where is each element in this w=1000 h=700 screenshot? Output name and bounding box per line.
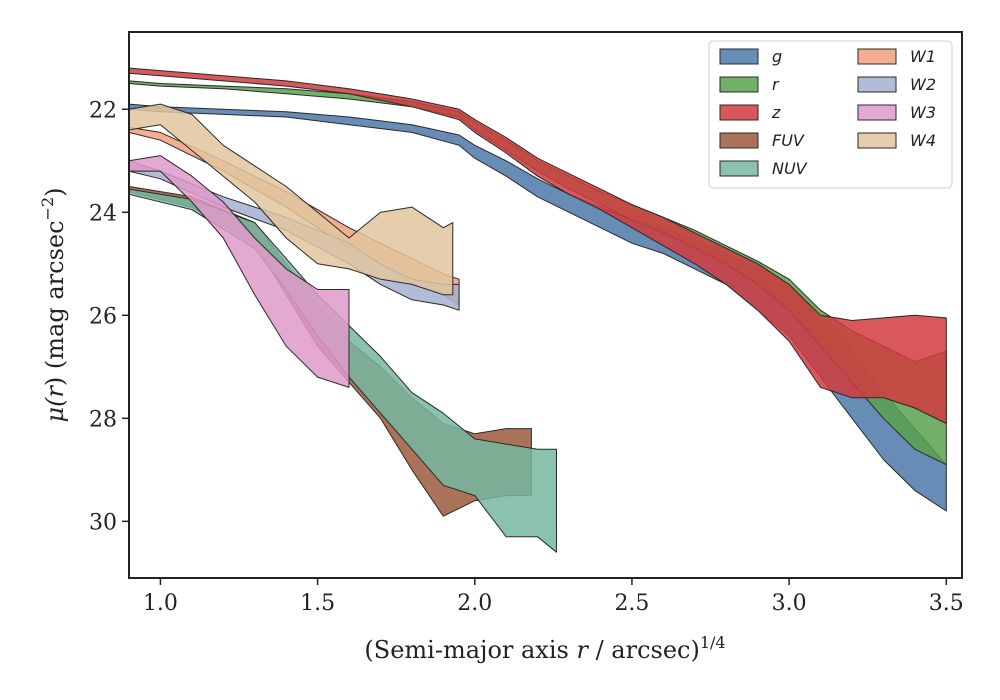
x-tick-label: 1.0 [143,591,178,616]
legend-label-w4: W4 [910,131,936,150]
series-band-w4 [128,103,454,296]
x-axis: 1.0 1.5 2.0 2.5 3.0 3.5 [143,578,964,616]
legend-label-nuv: NUV [772,159,808,178]
legend-swatch-r [719,76,759,93]
plot-areas [128,67,947,553]
legend: grz FUV NUV W1 W2 W3 W4 [708,40,953,189]
x-tick-label: 3.5 [929,591,964,616]
x-tick-label: 2.0 [457,591,492,616]
legend-label-g: g [772,47,782,66]
y-tick-label: 28 [89,407,117,432]
y-axis: 22 24 26 28 30 [89,98,129,535]
legend-swatch-g [719,48,759,65]
legend-swatch-z [719,104,759,121]
legend-swatch-fuv [719,132,759,149]
x-tick-label: 3.0 [772,591,807,616]
y-tick-label: 30 [89,510,117,535]
legend-label-w1: W1 [910,47,936,66]
x-axis-label: (Semi-major axis r / arcsec)1/4 [364,633,725,664]
legend-label-w3: W3 [910,103,936,122]
legend-swatch-w3 [857,104,897,121]
y-tick-label: 24 [89,201,117,226]
legend-swatch-w4 [857,132,897,149]
legend-label-z: z [771,103,781,122]
series-band-w3 [128,155,350,388]
y-tick-label: 22 [89,98,117,123]
series-band-z [128,67,947,424]
legend-label-r: r [772,75,780,94]
legend-label-w2: W2 [910,75,936,94]
legend-swatch-nuv [719,160,759,177]
legend-label-fuv: FUV [772,131,805,150]
x-tick-label: 2.5 [614,591,649,616]
legend-swatch-w2 [857,76,897,93]
x-tick-label: 1.5 [300,591,335,616]
legend-swatch-w1 [857,48,897,65]
y-axis-label: μ(r) (mag arcsec−2) [38,187,69,422]
y-tick-label: 26 [89,304,117,329]
plot-frame [128,31,963,579]
